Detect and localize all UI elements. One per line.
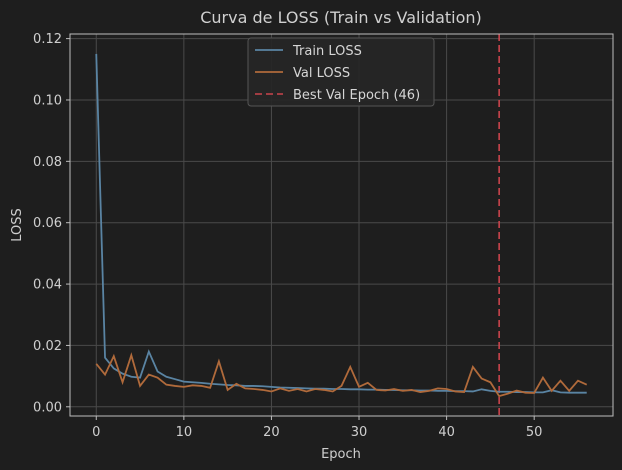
y-tick-label: 0.08 <box>33 155 62 170</box>
x-axis-ticks: 0 10 20 30 40 50 <box>92 416 542 440</box>
y-axis-label: LOSS <box>10 208 25 242</box>
legend-train-label: Train LOSS <box>292 44 362 59</box>
x-tick-label: 10 <box>176 425 193 440</box>
y-tick-label: 0.00 <box>33 400 62 415</box>
x-tick-label: 50 <box>526 425 543 440</box>
x-tick-label: 40 <box>438 425 455 440</box>
legend-box <box>247 37 435 107</box>
legend-best-label: Best Val Epoch (46) <box>293 88 420 103</box>
x-axis-label: Epoch <box>321 447 361 462</box>
val-loss-line <box>95 352 588 398</box>
plot-frame <box>69 33 614 417</box>
chart-title: Curva de LOSS (Train vs Validation) <box>200 8 482 27</box>
legend-val-label: Val LOSS <box>293 66 350 81</box>
x-tick-label: 20 <box>263 425 280 440</box>
y-tick-label: 0.02 <box>33 339 62 354</box>
legend: Train LOSS Val LOSS Best Val Epoch (46) <box>247 37 435 107</box>
y-tick-label: 0.04 <box>33 278 62 293</box>
train-loss-line <box>95 53 587 394</box>
y-tick-label: 0.12 <box>33 32 62 47</box>
y-axis-ticks: 0.00 0.02 0.04 0.06 0.08 0.10 0.12 <box>33 32 70 415</box>
x-tick-label: 0 <box>92 425 100 440</box>
y-tick-label: 0.10 <box>33 93 62 108</box>
y-tick-label: 0.06 <box>33 216 62 231</box>
x-tick-label: 30 <box>351 425 368 440</box>
